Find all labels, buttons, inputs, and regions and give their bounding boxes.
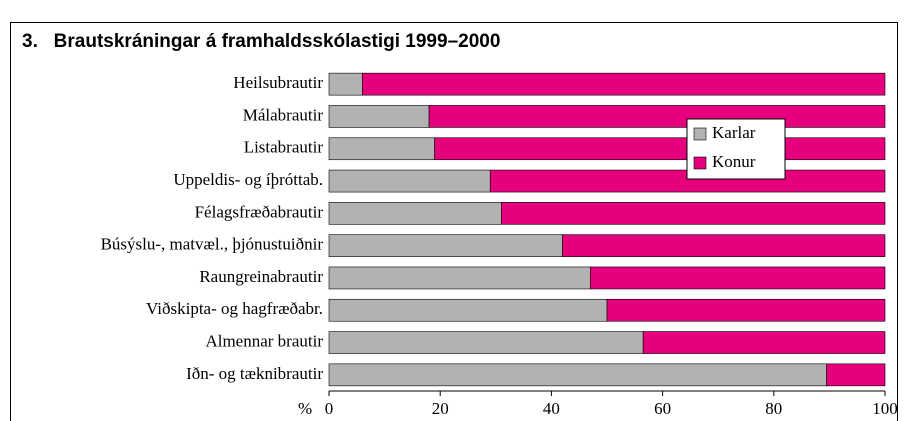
y-tick-label: Búsýslu-, matvæl., þjónustuiðnir bbox=[101, 235, 324, 254]
frame bbox=[10, 22, 898, 421]
y-tick-label: Iðn- og tæknibrautir bbox=[186, 364, 323, 383]
y-tick-label: Listabrautir bbox=[244, 138, 324, 157]
bar bbox=[328, 202, 502, 225]
bar bbox=[328, 169, 491, 193]
bar bbox=[328, 234, 563, 257]
bar bbox=[501, 202, 886, 225]
y-tick-label: Málabrautir bbox=[243, 105, 324, 124]
legend-label: Karlar bbox=[712, 123, 756, 142]
y-tick-label: Heilsubrautir bbox=[233, 73, 323, 92]
legend-swatch bbox=[693, 127, 707, 141]
bar bbox=[826, 363, 886, 387]
bar bbox=[434, 137, 886, 161]
bar bbox=[590, 266, 886, 290]
x-axis-label: % bbox=[298, 399, 312, 418]
bar bbox=[328, 72, 363, 96]
x-tick-label: 40 bbox=[543, 399, 560, 418]
bar bbox=[642, 331, 886, 354]
y-tick-label: Viðskipta- og hagfræðabr. bbox=[146, 299, 323, 318]
y-tick-label: Raungreinabrautir bbox=[199, 267, 323, 286]
bar bbox=[328, 298, 608, 322]
x-tick-label: 0 bbox=[325, 399, 334, 418]
bar bbox=[328, 137, 435, 161]
bar bbox=[328, 331, 644, 354]
legend-swatch bbox=[693, 156, 707, 170]
bar bbox=[328, 266, 591, 290]
y-tick-label: Almennar brautir bbox=[205, 331, 323, 350]
y-tick-label: Uppeldis- og íþróttab. bbox=[173, 170, 323, 189]
bar bbox=[328, 105, 430, 128]
chart-title: 3. Brautskráningar á framhaldsskólastigi… bbox=[22, 31, 500, 52]
x-tick-label: 80 bbox=[765, 399, 782, 418]
bar bbox=[606, 298, 886, 322]
bar bbox=[428, 105, 886, 128]
bar bbox=[328, 363, 827, 387]
bar bbox=[362, 72, 886, 96]
x-tick-label: 20 bbox=[432, 399, 449, 418]
x-tick-label: 60 bbox=[654, 399, 671, 418]
x-tick-label: 100 bbox=[872, 399, 898, 418]
legend-label: Konur bbox=[712, 152, 756, 171]
bar bbox=[562, 234, 886, 257]
y-tick-label: Félagsfræðabrautir bbox=[195, 202, 324, 221]
